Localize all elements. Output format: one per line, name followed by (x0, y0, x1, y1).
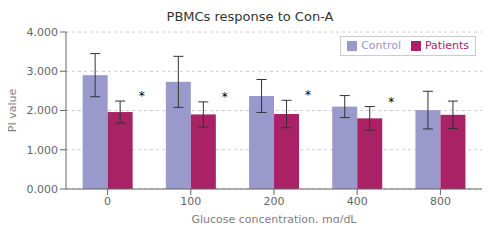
svg-text:200: 200 (264, 195, 285, 208)
html-text:PBMCs response to Con-A: PBMCs response to Con-A (166, 9, 334, 24)
svg-text:400: 400 (347, 195, 368, 208)
svg-text:PI value: PI value (8, 89, 19, 133)
html-text:Control: Control (361, 39, 401, 52)
svg-text:*: * (222, 90, 228, 104)
svg-text:*: * (388, 95, 394, 109)
svg-text:3.000: 3.000 (27, 65, 59, 78)
svg-text:800: 800 (430, 195, 451, 208)
svg-text:*: * (139, 89, 145, 103)
svg-text:100: 100 (180, 195, 201, 208)
svg-text:0: 0 (104, 195, 111, 208)
svg-text:4.000: 4.000 (27, 26, 59, 39)
svg-text:0.000: 0.000 (27, 183, 59, 196)
html-text:Patients: Patients (425, 39, 469, 52)
svg-text:*: * (305, 88, 311, 102)
svg-text:1.000: 1.000 (27, 144, 59, 157)
svg-text:Glucose concentration, mg/dL: Glucose concentration, mg/dL (191, 213, 357, 223)
svg-text:2.000: 2.000 (27, 104, 59, 117)
